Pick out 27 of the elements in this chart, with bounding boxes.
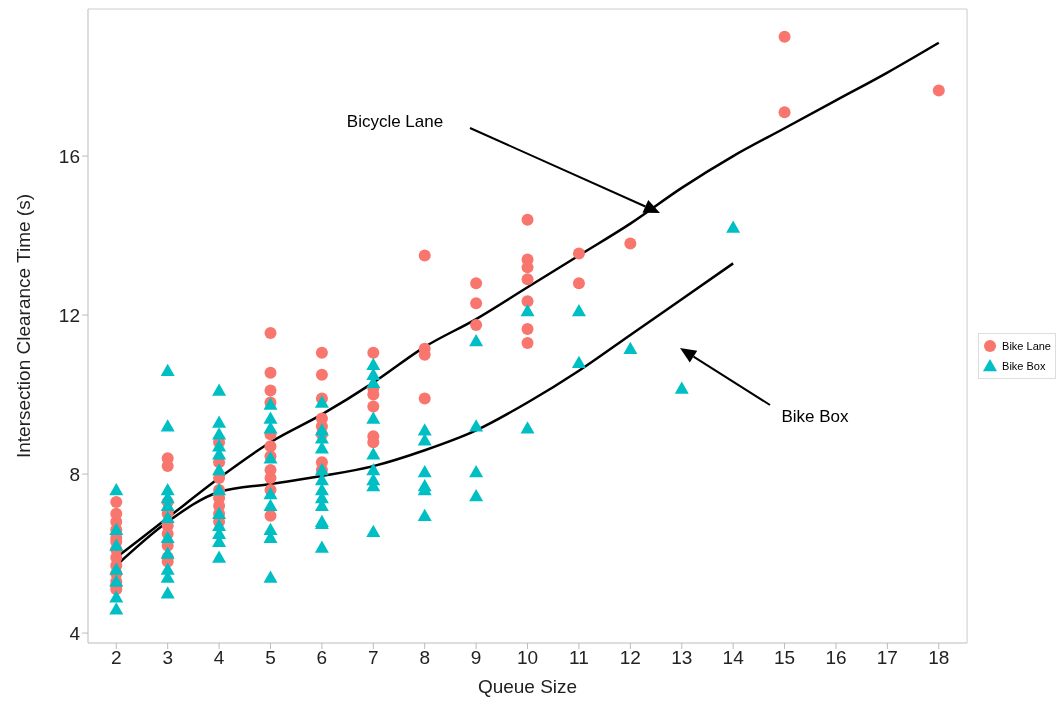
x-tick-label: 18 <box>928 647 950 669</box>
legend-label: Bike Lane <box>1002 339 1051 352</box>
x-tick-label: 9 <box>470 647 482 669</box>
x-tick-label: 2 <box>110 647 122 669</box>
y-axis-title: Intersection Clearance Time (s) <box>12 194 34 458</box>
y-tick-label: 8 <box>69 463 80 485</box>
x-tick-label: 4 <box>213 647 225 669</box>
x-tick-label: 10 <box>516 647 539 669</box>
y-tick-label: 12 <box>58 304 80 326</box>
annotation: Bicycle Lane <box>346 112 444 132</box>
x-tick-label: 7 <box>368 647 379 669</box>
x-tick-label: 14 <box>722 647 745 669</box>
x-tick-label: 17 <box>876 647 898 669</box>
x-tick-label: 3 <box>162 647 173 669</box>
y-tick-label: 16 <box>58 145 80 167</box>
x-tick-label: 11 <box>569 647 589 669</box>
x-tick-label: 5 <box>265 647 276 669</box>
x-tick-label: 13 <box>671 647 693 669</box>
y-tick-label: 4 <box>69 622 81 644</box>
x-tick-label: 12 <box>619 647 641 669</box>
x-tick-label: 15 <box>774 647 796 669</box>
x-tick-label: 6 <box>316 647 328 669</box>
x-axis-title: Queue Size <box>477 676 578 697</box>
x-tick-label: 16 <box>825 647 847 669</box>
x-tick-label: 8 <box>419 647 431 669</box>
legend-label: Bike Box <box>1002 359 1046 372</box>
annotation: Bike Box <box>781 407 850 427</box>
